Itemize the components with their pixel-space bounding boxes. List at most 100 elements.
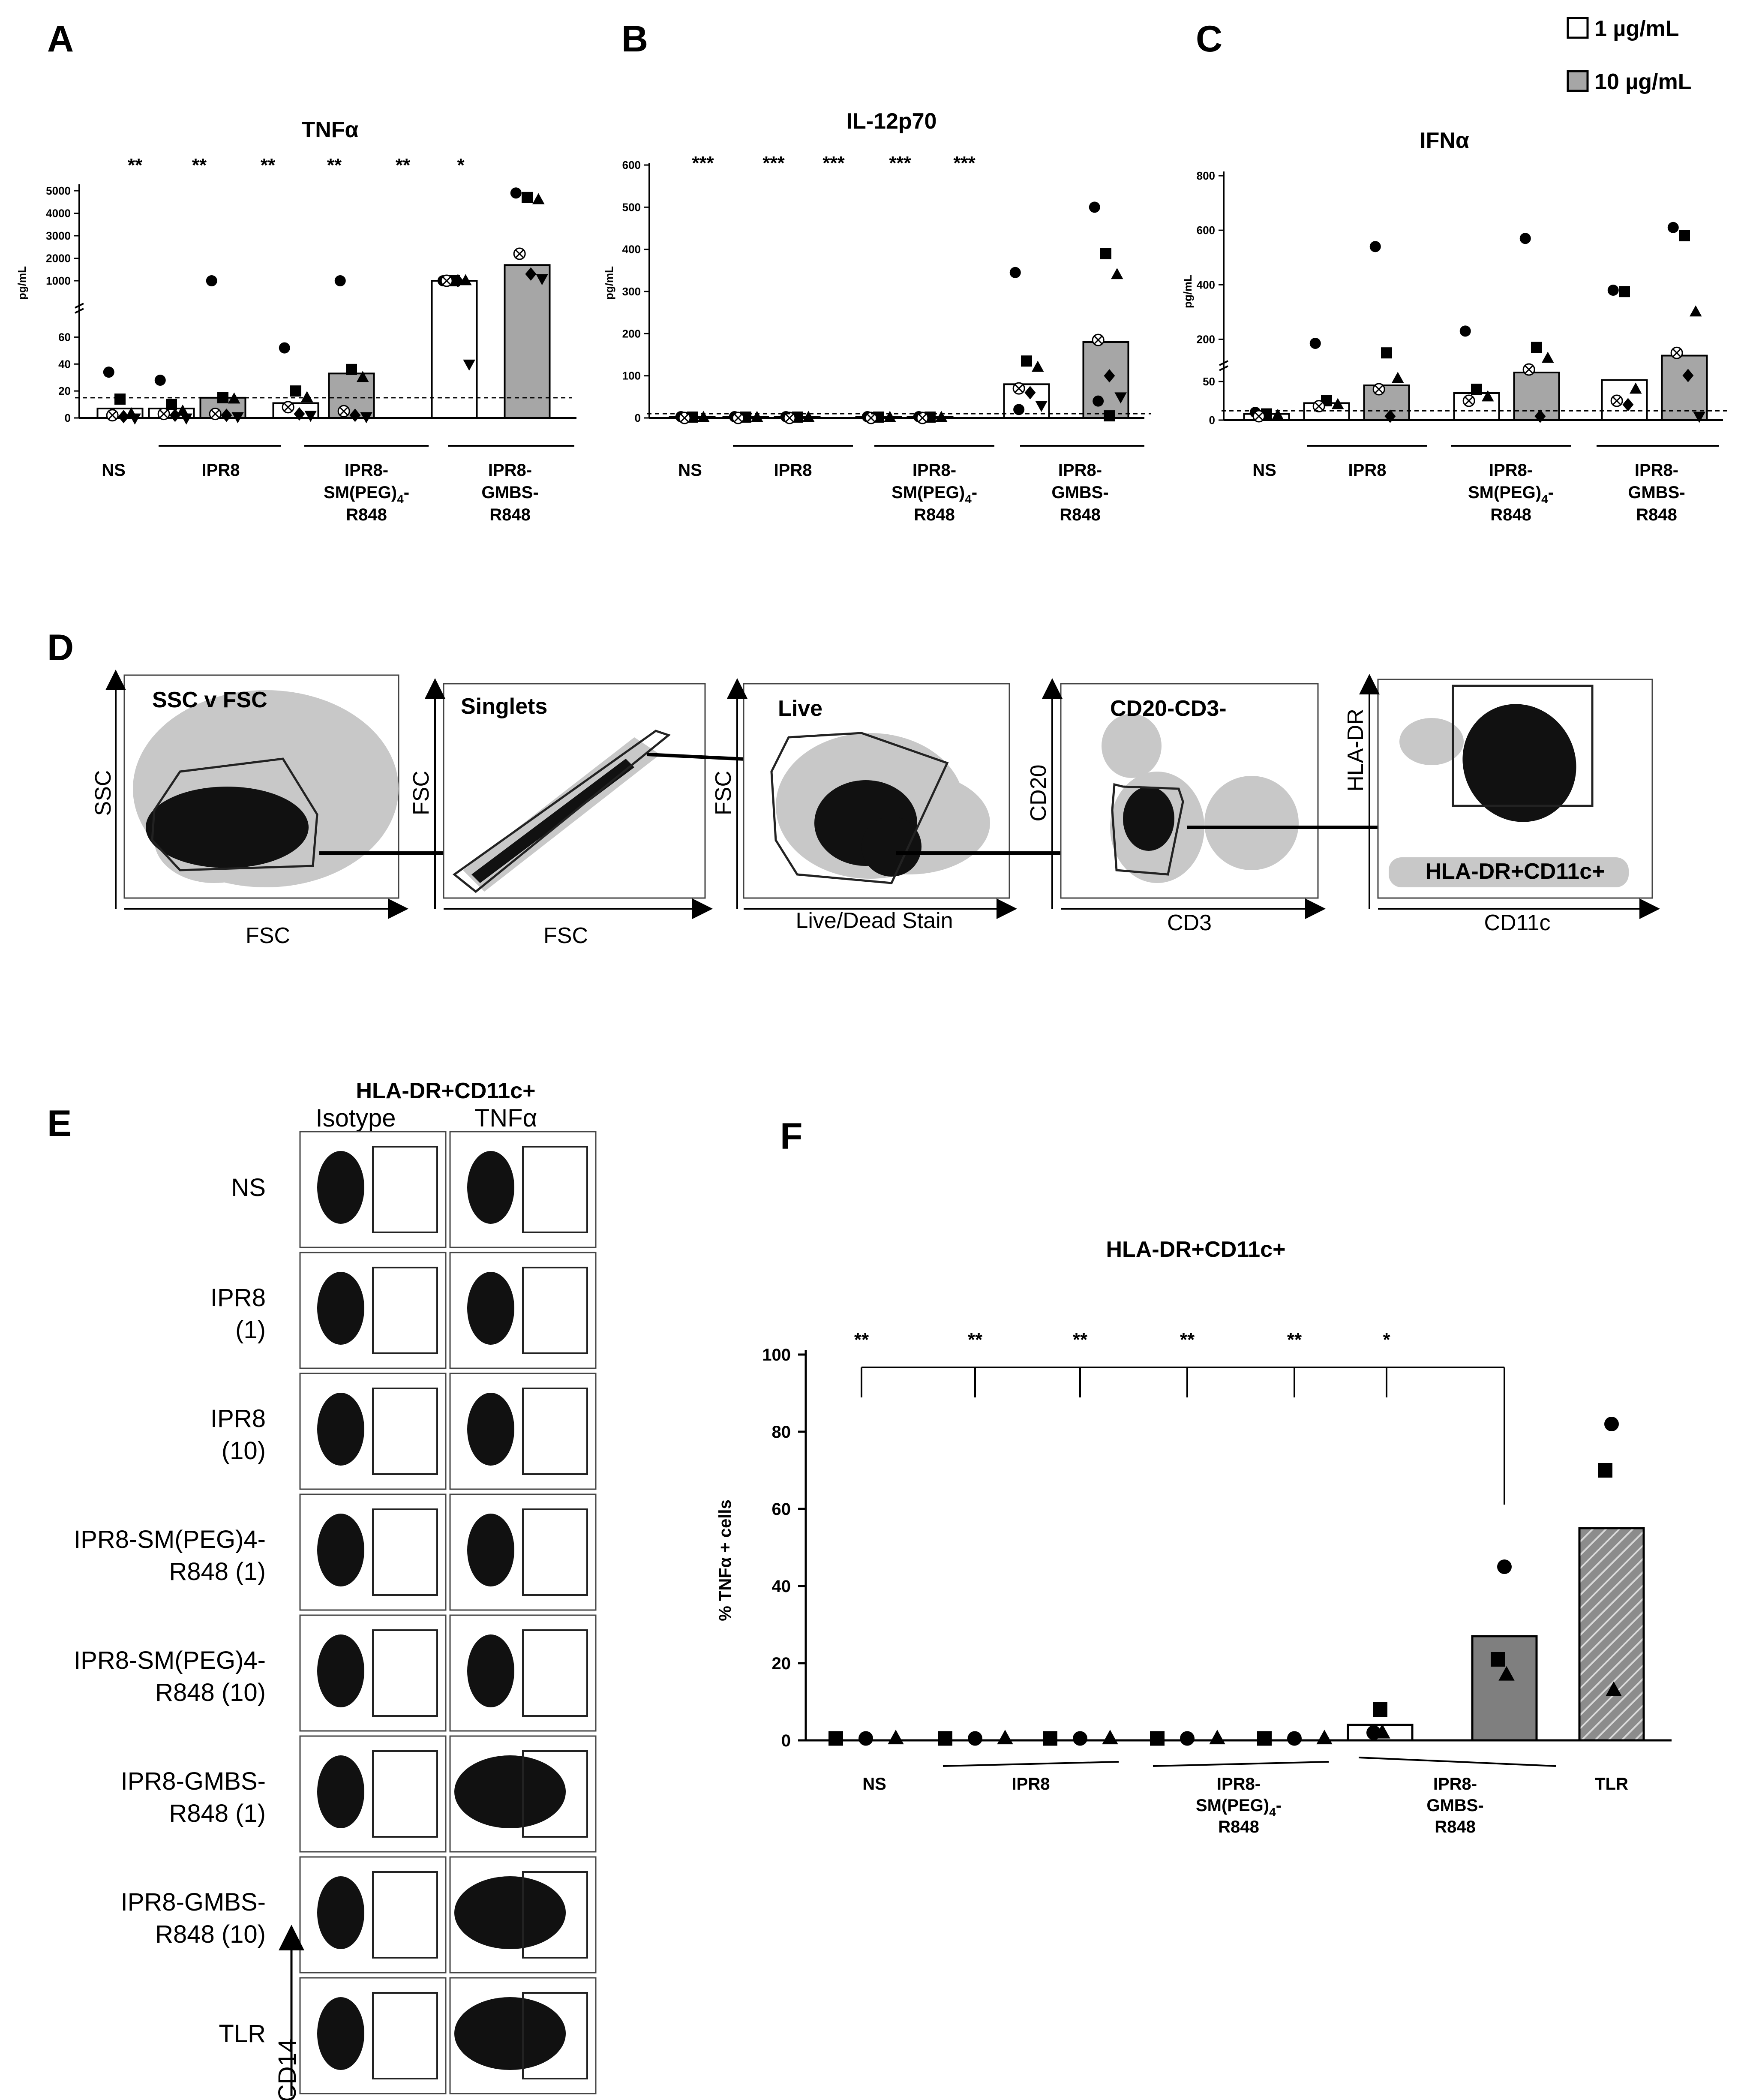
data-point-cross: [866, 413, 876, 423]
y-tick-label: 0: [65, 412, 71, 424]
data-point: [1459, 325, 1471, 337]
data-point: [1100, 248, 1111, 259]
facs-events: [317, 1393, 364, 1466]
data-point: [864, 412, 877, 424]
data-point: [337, 405, 350, 418]
row-label: IPR8-GMBS-: [121, 1767, 266, 1795]
data-point: [1114, 392, 1127, 404]
data-point: [968, 1731, 982, 1746]
gate-polygon: [770, 732, 949, 884]
group-label-gmbs-b-3: R848: [1060, 505, 1101, 524]
data-point: [1369, 241, 1381, 252]
data-point: [1667, 222, 1679, 233]
group-label-sm-b-3: R848: [914, 505, 955, 524]
data-point: [510, 187, 522, 199]
y-tick-label: 400: [1197, 278, 1215, 291]
data-point: [1102, 1730, 1118, 1745]
gating-ylabel-2: FSC: [409, 771, 434, 815]
data-point: [356, 371, 369, 382]
data-point: [1009, 267, 1021, 278]
data-point: [1598, 1463, 1612, 1478]
panel-e-row: IPR8-SM(PEG)4- R848 (10): [74, 1614, 597, 1732]
cd14-label: CD14: [273, 2039, 301, 2100]
data-point: [1043, 1731, 1057, 1746]
chart-title-f: HLA-DR+CD11c+: [1106, 1237, 1285, 1262]
data-point: [1481, 390, 1494, 402]
facs-gate: [372, 1267, 438, 1354]
gate-rectangle: [1452, 685, 1594, 807]
data-point: [678, 412, 691, 424]
group-label-ns-c: NS: [1252, 461, 1276, 480]
group-label-ipr8-c: IPR8: [1348, 461, 1387, 480]
group-label-gmbs-f-3: R848: [1435, 1818, 1476, 1836]
y-tick-label: 50: [1203, 375, 1215, 388]
significance-f: ** ** ** ** ** *: [854, 1329, 1505, 1505]
data-point-cross: [918, 413, 927, 423]
gating-xlabel-3: Live/Dead Stain: [795, 908, 953, 933]
data-point: [1073, 1731, 1087, 1746]
y-tick-label: 0: [1209, 414, 1215, 427]
row-label: R848 (10): [155, 1920, 266, 1948]
y-tick-label: 600: [622, 159, 641, 171]
row-label: IPR8: [210, 1284, 266, 1312]
row-label: (10): [222, 1437, 266, 1465]
data-point: [532, 193, 545, 204]
data-point: [440, 274, 453, 287]
data-point-cross: [1612, 396, 1621, 406]
data-point: [300, 391, 313, 403]
group-label-sm-c-2: SM(PEG)4-: [1468, 483, 1554, 506]
gating-events: [146, 787, 309, 868]
gating-ylabel-3: FSC: [711, 771, 736, 815]
gating-background-events: [1102, 714, 1162, 778]
facs-events: [454, 1997, 566, 2070]
data-point: [1271, 409, 1284, 420]
panel-a: A TNFα pg/mL 5000 4000 3000 2000 1000 60 40 20…: [15, 18, 576, 524]
legend: 1 µg/mL 10 µg/mL: [1567, 16, 1691, 94]
data-point: [1491, 1652, 1505, 1667]
data-point: [888, 1730, 904, 1745]
data-point: [536, 274, 548, 285]
data-point: [1610, 394, 1623, 407]
facs-gate: [522, 1508, 588, 1596]
panel-e-header: HLA-DR+CD11c+: [356, 1079, 535, 1103]
data-point: [858, 1731, 873, 1746]
data-point: [1104, 410, 1115, 422]
panel-e-row: NS: [231, 1131, 597, 1248]
facs-gate: [372, 1629, 438, 1717]
data-point: [1092, 333, 1105, 346]
data-point: [290, 385, 301, 397]
data-point: [1471, 384, 1482, 395]
significance-marker: **: [396, 155, 411, 176]
data-point: [1534, 409, 1546, 423]
data-point: [169, 409, 181, 422]
data-point: [1693, 412, 1705, 423]
gating-events: [471, 759, 634, 883]
data-point: [828, 1731, 843, 1746]
row-label: (1): [235, 1316, 266, 1344]
data-point: [1604, 1417, 1619, 1431]
gating-events: [1462, 704, 1576, 822]
panel-d: D SSC v FSC SSC FSC Singlets FSC FSC: [47, 627, 1660, 948]
significance-a: ** ** ** ** ** *: [128, 155, 465, 176]
facs-events: [317, 1997, 364, 2070]
y-tick-label: 800: [1197, 169, 1215, 182]
gating-plot-5: HLA-DR+CD11c+ HLA-DR CD11c: [1343, 674, 1660, 935]
group-label-gmbs-c-1: IPR8-: [1635, 461, 1678, 480]
group-label-gmbs-2: GMBS-: [481, 483, 538, 502]
gating-xlabel-2: FSC: [543, 923, 588, 948]
panel-e-row: IPR8-GMBS- R848 (10): [121, 1856, 597, 1974]
facs-events: [467, 1272, 514, 1345]
y-tick-label: 100: [622, 370, 641, 382]
data-point: [1606, 1681, 1622, 1696]
facs-events: [467, 1634, 514, 1707]
data-point-cross: [733, 413, 743, 423]
group-label-sm-b-1: IPR8-: [913, 461, 956, 480]
data-point: [221, 409, 232, 422]
facs-events: [467, 1151, 514, 1224]
row-label: TLR: [219, 2020, 266, 2048]
significance-marker: **: [854, 1329, 869, 1350]
gate-label-4: CD20-CD3-: [1110, 696, 1227, 721]
data-point: [1309, 337, 1321, 349]
bar: [1513, 372, 1560, 421]
facs-gate: [372, 1508, 438, 1596]
